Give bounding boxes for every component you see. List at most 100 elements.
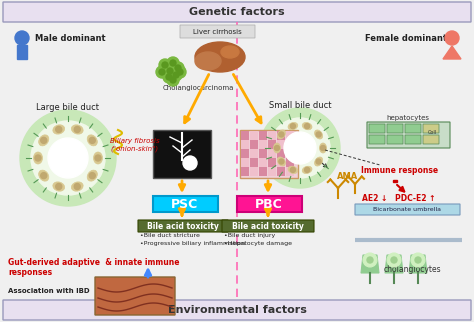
FancyBboxPatch shape	[369, 124, 385, 133]
Circle shape	[159, 69, 165, 75]
Circle shape	[177, 69, 183, 75]
Circle shape	[260, 108, 340, 188]
Bar	[393, 180, 397, 182]
Circle shape	[166, 74, 172, 80]
Bar	[241, 158, 249, 166]
Circle shape	[387, 253, 401, 267]
FancyBboxPatch shape	[367, 122, 450, 148]
Text: Female dominant: Female dominant	[365, 33, 447, 43]
Circle shape	[305, 167, 310, 172]
Text: Immune response: Immune response	[362, 166, 438, 175]
Polygon shape	[443, 46, 461, 59]
Circle shape	[174, 66, 186, 78]
FancyBboxPatch shape	[369, 135, 385, 144]
Ellipse shape	[195, 52, 221, 70]
Text: Association with IBD: Association with IBD	[8, 288, 90, 294]
Ellipse shape	[34, 152, 43, 164]
Circle shape	[167, 74, 179, 86]
Text: •Bile duct injury: •Bile duct injury	[224, 232, 275, 238]
Text: Small bile duct: Small bile duct	[269, 100, 331, 109]
FancyBboxPatch shape	[95, 277, 175, 315]
Bar	[286, 140, 294, 148]
Bar	[241, 167, 249, 175]
Text: cholangiocytes: cholangiocytes	[383, 266, 441, 274]
Text: Environmental factors: Environmental factors	[168, 305, 306, 315]
FancyBboxPatch shape	[387, 124, 403, 133]
Bar	[259, 149, 267, 157]
Bar	[250, 140, 258, 148]
Circle shape	[41, 173, 47, 179]
Text: AMA: AMA	[337, 172, 358, 181]
Text: Large bile duct: Large bile duct	[36, 102, 100, 111]
FancyBboxPatch shape	[423, 124, 439, 133]
Bar	[286, 167, 294, 175]
Text: PSC: PSC	[172, 197, 199, 211]
Circle shape	[56, 184, 62, 190]
Text: Genetic factors: Genetic factors	[189, 7, 285, 17]
Bar	[241, 149, 249, 157]
Ellipse shape	[302, 166, 312, 174]
FancyBboxPatch shape	[237, 196, 302, 212]
Ellipse shape	[72, 125, 83, 134]
Bar	[277, 131, 285, 139]
Polygon shape	[361, 255, 379, 273]
Ellipse shape	[221, 46, 239, 58]
Text: •Progressive biliary inflammation: •Progressive biliary inflammation	[140, 241, 245, 245]
FancyBboxPatch shape	[3, 2, 471, 22]
Text: hepatocytes: hepatocytes	[386, 115, 429, 121]
Bar	[277, 149, 285, 157]
Ellipse shape	[53, 182, 64, 191]
Ellipse shape	[319, 143, 327, 153]
Circle shape	[391, 257, 397, 263]
Ellipse shape	[39, 135, 49, 146]
Bar	[277, 158, 285, 166]
Circle shape	[445, 31, 459, 45]
Text: •Hepatocyte damage: •Hepatocyte damage	[224, 241, 292, 245]
Bar	[241, 131, 249, 139]
Ellipse shape	[195, 42, 245, 72]
Circle shape	[320, 146, 326, 150]
Text: Bile acid toxicity: Bile acid toxicity	[232, 222, 304, 231]
Ellipse shape	[39, 170, 49, 181]
Bar	[240, 130, 298, 178]
Circle shape	[270, 118, 330, 178]
Ellipse shape	[72, 182, 83, 191]
Circle shape	[172, 62, 184, 74]
Circle shape	[35, 155, 41, 161]
Ellipse shape	[302, 122, 312, 130]
Circle shape	[89, 137, 95, 143]
Bar	[268, 158, 276, 166]
Circle shape	[291, 124, 295, 128]
Circle shape	[89, 173, 95, 179]
Circle shape	[316, 159, 321, 164]
Circle shape	[95, 155, 101, 161]
Bar	[286, 158, 294, 166]
Circle shape	[56, 127, 62, 132]
Bar	[250, 167, 258, 175]
Circle shape	[159, 59, 171, 71]
Circle shape	[363, 253, 377, 267]
FancyBboxPatch shape	[405, 124, 421, 133]
Bar	[286, 131, 294, 139]
FancyBboxPatch shape	[387, 135, 403, 144]
Ellipse shape	[288, 166, 298, 174]
Circle shape	[31, 121, 105, 195]
Ellipse shape	[87, 170, 97, 181]
Text: Cholangiocarcinoma: Cholangiocarcinoma	[163, 85, 234, 91]
Circle shape	[163, 71, 175, 83]
Circle shape	[162, 62, 168, 68]
Circle shape	[15, 31, 29, 45]
Text: Male dominant: Male dominant	[35, 33, 106, 43]
Bar	[277, 140, 285, 148]
Ellipse shape	[273, 143, 281, 153]
Bar	[259, 140, 267, 148]
Circle shape	[291, 167, 295, 172]
Bar	[259, 167, 267, 175]
Bar	[250, 131, 258, 139]
Ellipse shape	[277, 130, 285, 139]
Circle shape	[279, 132, 284, 137]
Text: •Bile duct stricture: •Bile duct stricture	[140, 232, 200, 238]
Bar	[259, 158, 267, 166]
Circle shape	[74, 127, 80, 132]
Circle shape	[316, 132, 321, 137]
